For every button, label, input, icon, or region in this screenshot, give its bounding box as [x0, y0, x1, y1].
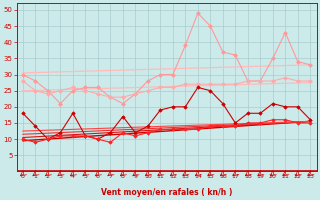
X-axis label: Vent moyen/en rafales ( kn/h ): Vent moyen/en rafales ( kn/h ): [101, 188, 232, 197]
